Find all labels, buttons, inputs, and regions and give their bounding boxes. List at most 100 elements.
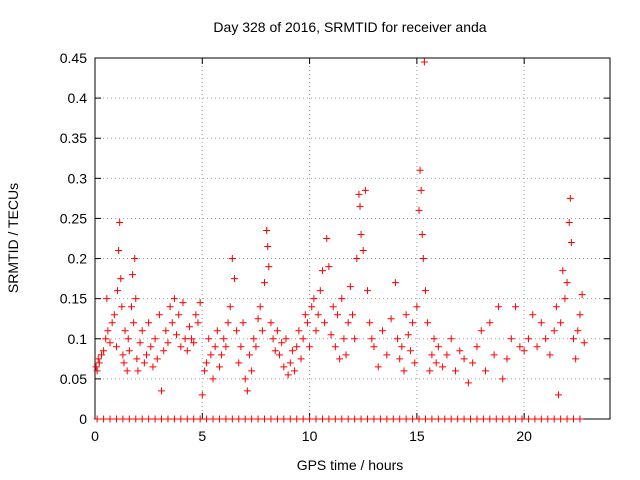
data-point	[394, 335, 402, 343]
data-point	[100, 415, 108, 423]
data-point	[194, 319, 202, 327]
data-point	[177, 343, 185, 351]
data-point	[321, 319, 329, 327]
chart-title: Day 328 of 2016, SRMTID for receiver and…	[213, 19, 486, 35]
data-point	[406, 347, 414, 355]
data-point	[93, 415, 101, 423]
data-point	[230, 275, 238, 283]
data-point	[207, 351, 215, 359]
x-tick-label: 15	[409, 428, 425, 444]
data-point	[267, 415, 275, 423]
data-point	[209, 415, 217, 423]
data-point	[183, 347, 191, 355]
data-point	[368, 335, 376, 343]
data-point	[563, 279, 571, 287]
data-point	[383, 351, 391, 359]
x-tick-label: 0	[91, 428, 99, 444]
data-point	[578, 291, 586, 299]
data-point	[323, 235, 331, 242]
data-point	[104, 327, 112, 335]
data-point	[254, 315, 262, 323]
data-point	[555, 391, 562, 399]
data-point	[512, 303, 520, 311]
data-point	[263, 226, 271, 234]
data-point	[243, 387, 251, 395]
data-point	[400, 367, 408, 375]
data-point	[297, 355, 305, 363]
data-point	[153, 355, 161, 363]
data-point	[464, 379, 472, 387]
data-point	[557, 415, 565, 423]
data-point	[291, 367, 299, 375]
data-point	[256, 303, 264, 311]
data-point	[125, 347, 133, 355]
data-point	[95, 359, 103, 367]
data-point	[576, 311, 584, 319]
data-point	[127, 303, 135, 311]
data-point	[456, 347, 464, 355]
data-point	[473, 415, 481, 423]
data-point	[531, 415, 539, 423]
data-point	[329, 303, 337, 311]
data-point	[220, 335, 228, 343]
data-point	[473, 343, 481, 351]
data-point	[241, 415, 249, 423]
data-point	[439, 363, 447, 371]
data-point	[572, 355, 580, 363]
data-point	[188, 335, 196, 343]
data-point	[136, 339, 144, 347]
data-point	[198, 391, 206, 399]
data-point	[486, 415, 494, 423]
data-point	[370, 415, 378, 423]
y-tick-label: 0.1	[68, 331, 88, 347]
data-point	[140, 359, 148, 367]
data-point	[166, 303, 174, 311]
x-axis-label: GPS time / hours	[297, 457, 404, 473]
data-point	[222, 343, 230, 351]
data-point	[402, 415, 410, 423]
data-point	[318, 415, 326, 423]
data-point	[570, 335, 578, 343]
data-point	[280, 363, 288, 371]
data-point	[353, 255, 361, 263]
data-point	[112, 415, 120, 423]
data-point	[155, 311, 163, 319]
data-point	[190, 415, 198, 423]
data-point	[492, 415, 500, 423]
data-point	[344, 319, 352, 327]
data-point	[477, 327, 485, 335]
data-point	[124, 335, 132, 343]
data-point	[447, 415, 455, 423]
data-point	[114, 287, 122, 295]
data-point	[164, 415, 172, 423]
data-point	[185, 323, 193, 331]
data-point	[580, 339, 588, 347]
data-point	[415, 206, 423, 214]
data-point	[269, 335, 277, 343]
data-point	[550, 415, 558, 423]
data-point	[239, 319, 247, 327]
data-point	[428, 415, 436, 423]
data-point	[258, 327, 266, 335]
data-point	[537, 415, 545, 423]
data-point	[331, 415, 339, 423]
data-point	[366, 319, 374, 327]
data-point	[299, 415, 307, 423]
y-tick-label: 0.3	[68, 170, 88, 186]
data-point	[196, 299, 204, 307]
data-point	[416, 166, 424, 174]
data-point	[280, 415, 288, 423]
data-point	[542, 335, 550, 343]
data-point	[415, 415, 423, 423]
data-point	[570, 415, 578, 423]
data-point	[261, 279, 269, 287]
data-point	[479, 415, 487, 423]
data-point	[434, 415, 442, 423]
data-point	[211, 343, 219, 351]
data-point	[158, 415, 166, 423]
data-point	[546, 351, 554, 359]
data-point	[404, 331, 412, 339]
data-point	[112, 343, 120, 351]
